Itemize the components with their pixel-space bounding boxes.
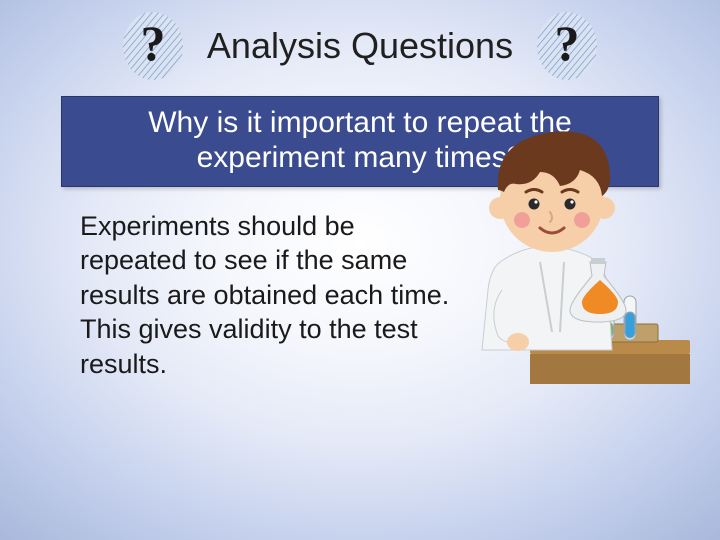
question-mark-icon: ? (121, 10, 185, 82)
scientist-illustration (440, 112, 700, 392)
answer-text: Experiments should be repeated to see if… (80, 209, 450, 382)
svg-text:?: ? (555, 15, 580, 71)
answer-column: Experiments should be repeated to see if… (80, 209, 450, 382)
question-mark-icon: ? (535, 10, 599, 82)
svg-text:?: ? (140, 15, 165, 71)
slide: ? Analysis Questions ? Why is it importa… (0, 0, 720, 540)
title-row: ? Analysis Questions ? (0, 0, 720, 82)
body-area: Experiments should be repeated to see if… (0, 209, 720, 382)
page-title: Analysis Questions (207, 25, 513, 67)
